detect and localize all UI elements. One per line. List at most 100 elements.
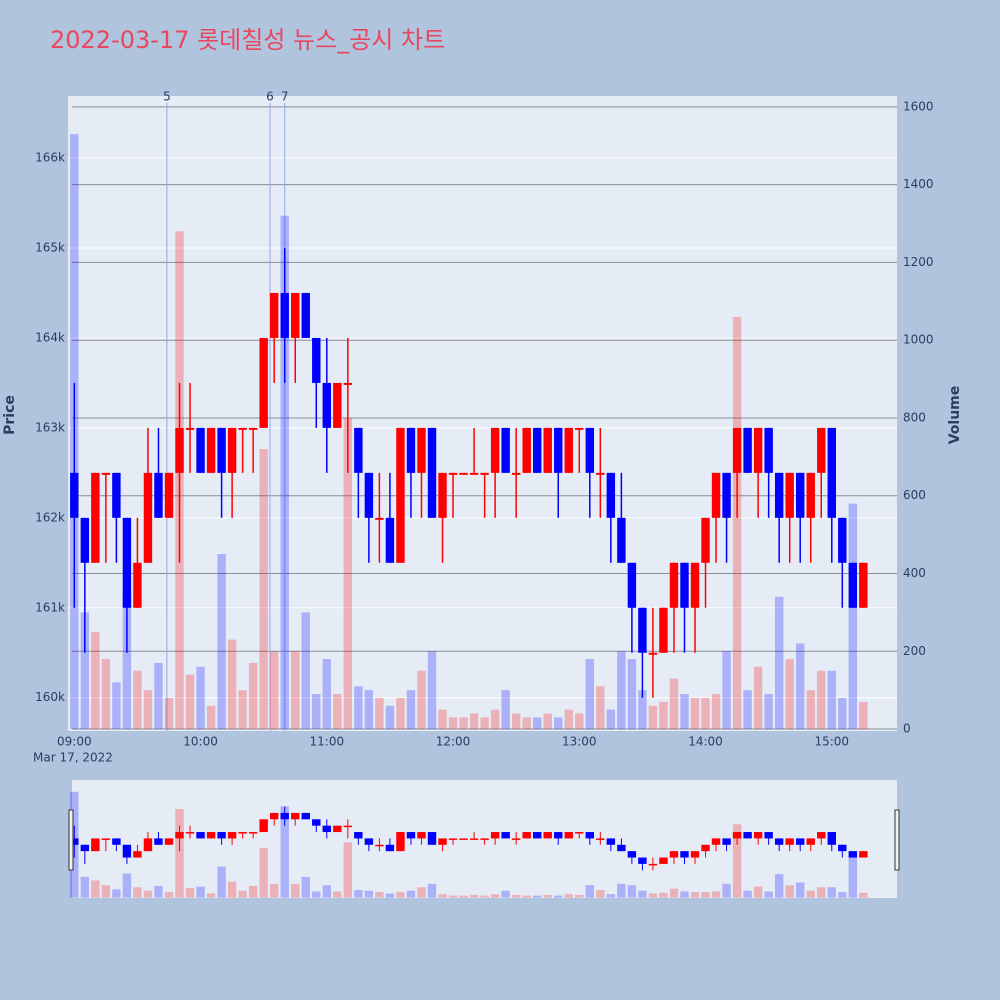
candle-body xyxy=(690,562,700,608)
mini-candle-body xyxy=(817,832,826,839)
mini-volume-bar xyxy=(91,880,100,898)
mini-volume-bar xyxy=(291,883,300,898)
candle-body xyxy=(659,607,668,653)
mini-candle-body xyxy=(122,844,132,858)
mini-candle-body xyxy=(185,832,195,834)
volume-bar xyxy=(659,701,668,730)
volume-bar xyxy=(185,674,195,730)
mini-volume-bar xyxy=(690,892,700,898)
mini-candle-body xyxy=(396,832,405,852)
candle-body xyxy=(490,427,500,473)
mini-candle-body xyxy=(196,832,205,839)
candle-body xyxy=(543,427,552,473)
candle-body xyxy=(743,427,752,473)
mini-volume-bar xyxy=(396,892,405,898)
mini-candle-body xyxy=(448,838,458,840)
mini-candle-body xyxy=(417,832,426,839)
mini-candle-body xyxy=(280,812,289,820)
mini-candle-body xyxy=(385,844,395,852)
mini-candle-body xyxy=(796,838,805,845)
mini-candle-body xyxy=(333,825,342,833)
volume-bar xyxy=(596,686,605,730)
x-date-label: Mar 17, 2022 xyxy=(33,751,113,765)
mini-volume-bar xyxy=(774,874,784,898)
mini-volume-bar xyxy=(154,885,163,898)
mini-volume-bar xyxy=(164,892,174,898)
mini-volume-bar xyxy=(743,890,752,898)
mini-volume-bar xyxy=(711,891,721,898)
volume-bar xyxy=(448,717,458,730)
mini-candle-body xyxy=(343,825,353,828)
volume-bar xyxy=(774,596,784,730)
candle-body xyxy=(238,427,247,430)
mini-volume-bar xyxy=(575,894,584,898)
volume-bar xyxy=(722,651,731,730)
volume-bar xyxy=(91,631,100,730)
volume-bar xyxy=(396,697,405,730)
x-tick-label: 14:00 xyxy=(688,735,723,749)
candle-body xyxy=(385,517,395,563)
candle-body xyxy=(91,472,100,563)
volume-bar xyxy=(343,417,353,730)
mini-candle-body xyxy=(248,832,258,834)
y-tick-label: 162k xyxy=(35,510,65,524)
news-marker-label: 5 xyxy=(163,90,171,104)
candle-body xyxy=(774,472,784,518)
candle-body xyxy=(711,472,721,518)
candle-body xyxy=(312,337,321,383)
mini-candle-body xyxy=(438,838,447,845)
mini-candle-body xyxy=(711,838,721,845)
y2-tick-label: 1200 xyxy=(903,255,934,269)
candle-body xyxy=(838,517,847,563)
volume-bar xyxy=(238,690,247,730)
volume-bar xyxy=(648,705,658,730)
mini-volume-bar xyxy=(827,887,836,898)
mini-candle-body xyxy=(238,832,247,834)
slider-handle[interactable] xyxy=(894,809,900,871)
news-marker-label: 6 xyxy=(266,90,274,104)
slider-handle[interactable] xyxy=(68,809,74,871)
mini-volume-bar xyxy=(206,893,216,898)
mini-volume-bar xyxy=(680,891,689,898)
y2-tick-label: 1400 xyxy=(903,177,934,191)
mini-candle-body xyxy=(785,838,794,845)
x-tick-label: 09:00 xyxy=(57,735,92,749)
y-tick-label: 160k xyxy=(35,690,65,704)
mini-candle-body xyxy=(227,832,237,839)
candle-body xyxy=(648,652,658,655)
x-tick-label: 15:00 xyxy=(814,735,849,749)
mini-candle-body xyxy=(680,851,689,858)
mini-candle-body xyxy=(154,838,163,845)
mini-volume-bar xyxy=(554,895,563,898)
volume-bar xyxy=(101,659,111,730)
volume-bar xyxy=(227,639,237,730)
mini-volume-bar xyxy=(375,892,384,898)
y2-tick-label: 1000 xyxy=(903,333,934,347)
candle-body xyxy=(248,427,258,430)
y2-tick-label: 200 xyxy=(903,644,926,658)
volume-bar xyxy=(732,316,742,730)
mini-volume-bar xyxy=(185,887,195,898)
volume-bar xyxy=(217,554,226,730)
mini-volume-bar xyxy=(585,885,595,898)
volume-bar xyxy=(364,690,374,730)
mini-volume-bar xyxy=(343,842,353,898)
volume-bar xyxy=(248,662,258,730)
y-tick-label: 164k xyxy=(35,330,65,344)
volume-bar xyxy=(322,659,332,730)
candle-body xyxy=(185,427,195,430)
mini-candle-body xyxy=(638,857,647,864)
volume-bar xyxy=(469,713,479,730)
mini-volume-bar xyxy=(785,885,794,898)
volume-bar xyxy=(606,709,616,730)
candle-body xyxy=(206,427,216,473)
y2-tick-label: 600 xyxy=(903,488,926,502)
mini-candle-body xyxy=(827,832,836,845)
candle-body xyxy=(554,427,563,473)
candle-body xyxy=(438,472,447,518)
volume-bar xyxy=(291,651,300,730)
volume-bar xyxy=(301,612,310,730)
mini-candle-body xyxy=(301,812,310,820)
mini-candle-body xyxy=(764,832,773,839)
candle-body xyxy=(333,382,342,428)
